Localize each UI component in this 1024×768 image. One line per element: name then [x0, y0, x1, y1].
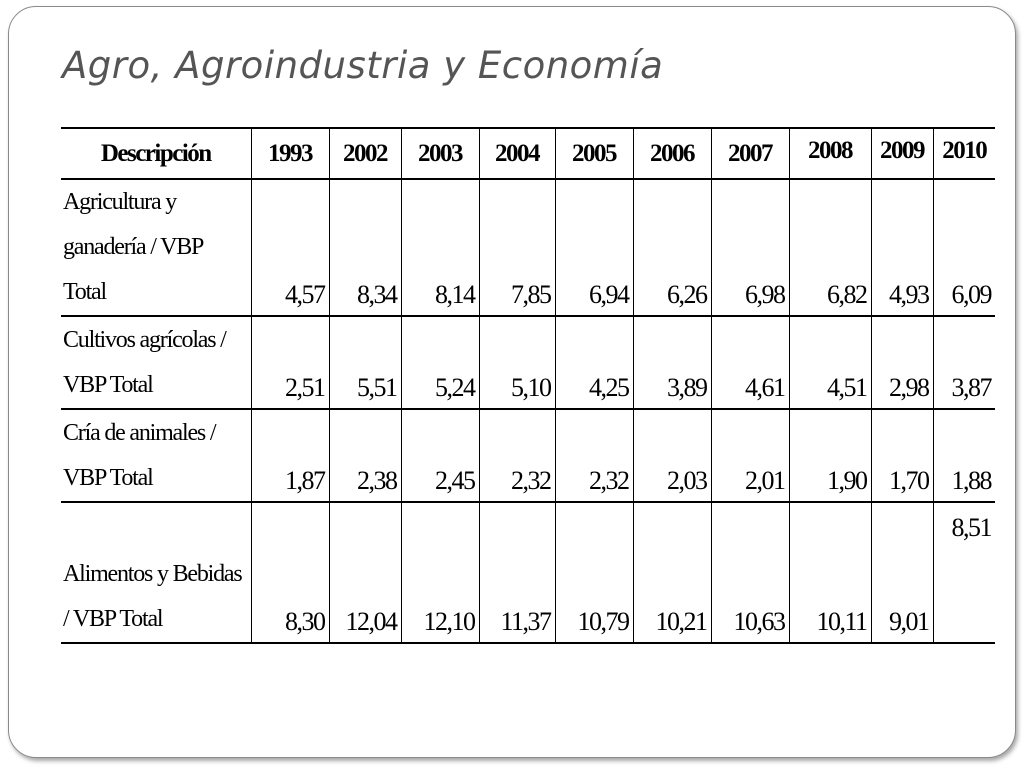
- table-cell: 6,09: [932, 179, 995, 316]
- column-header-year: 2010: [932, 128, 995, 179]
- table-cell: 10,79: [554, 502, 634, 643]
- table-cell: 8,30: [250, 502, 330, 643]
- table-cell: 2,51: [250, 316, 330, 409]
- table-cell: 8,34: [328, 179, 402, 316]
- column-header-year: 2002: [328, 128, 402, 179]
- column-header-year: 2003: [400, 128, 480, 179]
- table-cell: 2,32: [554, 409, 634, 502]
- table-cell: 2,45: [400, 409, 480, 502]
- table-cell: 5,10: [478, 316, 556, 409]
- table-cell: 7,85: [478, 179, 556, 316]
- table-cell: 12,04: [328, 502, 402, 643]
- table-cell: 6,98: [710, 179, 790, 316]
- table-cell: 8,14: [400, 179, 480, 316]
- column-header-year: 2005: [554, 128, 634, 179]
- table-cell: 2,01: [710, 409, 790, 502]
- table-row: Cría de animales / VBP Total 1,87 2,38 2…: [61, 409, 995, 502]
- table-row: Alimentos y Bebidas / VBP Total 8,30 12,…: [61, 502, 995, 643]
- table-cell: 8,51: [932, 502, 995, 643]
- table-cell: 6,26: [632, 179, 712, 316]
- table-cell: 9,01: [870, 502, 934, 643]
- table-cell: 3,89: [632, 316, 712, 409]
- table-cell: 4,93: [870, 179, 934, 316]
- table-cell: 1,70: [870, 409, 934, 502]
- table-cell: 4,61: [710, 316, 790, 409]
- table-cell: 4,25: [554, 316, 634, 409]
- table-cell: 5,51: [328, 316, 402, 409]
- table-cell: 6,82: [788, 179, 872, 316]
- table-cell: 4,57: [250, 179, 330, 316]
- table-cell: 12,10: [400, 502, 480, 643]
- row-description: Alimentos y Bebidas / VBP Total: [61, 502, 252, 643]
- table-cell: 2,32: [478, 409, 556, 502]
- table-cell: 3,87: [932, 316, 995, 409]
- column-header-year: 2004: [478, 128, 556, 179]
- table-cell: 10,11: [788, 502, 872, 643]
- column-header-year: 1993: [250, 128, 330, 179]
- table-cell: 1,88: [932, 409, 995, 502]
- data-table: Descripción 1993 2002 2003 2004 2005 200…: [61, 127, 995, 644]
- table-cell: 11,37: [478, 502, 556, 643]
- slide-title: Agro, Agroindustria y Economía: [62, 44, 664, 87]
- column-header-year: 2007: [710, 128, 790, 179]
- table-cell: 10,63: [710, 502, 790, 643]
- table-cell: 4,51: [788, 316, 872, 409]
- table-row: Cultivos agrícolas / VBP Total 2,51 5,51…: [61, 316, 995, 409]
- table-cell: 1,90: [788, 409, 872, 502]
- row-description: Cría de animales / VBP Total: [61, 409, 252, 502]
- table-cell: 5,24: [400, 316, 480, 409]
- table-cell: 2,38: [328, 409, 402, 502]
- column-header-year: 2008: [788, 128, 872, 179]
- table-row: Agricultura y ganadería / VBP Total 4,57…: [61, 179, 995, 316]
- table-cell: 2,03: [632, 409, 712, 502]
- row-description: Cultivos agrícolas / VBP Total: [61, 316, 252, 409]
- table-cell: 10,21: [632, 502, 712, 643]
- row-description: Agricultura y ganadería / VBP Total: [61, 179, 252, 316]
- table-cell: 6,94: [554, 179, 634, 316]
- column-header-year: 2006: [632, 128, 712, 179]
- column-header-year: 2009: [870, 128, 934, 179]
- table-header-row: Descripción 1993 2002 2003 2004 2005 200…: [61, 128, 995, 179]
- column-header-description: Descripción: [61, 128, 252, 179]
- table-cell: 1,87: [250, 409, 330, 502]
- table-cell: 2,98: [870, 316, 934, 409]
